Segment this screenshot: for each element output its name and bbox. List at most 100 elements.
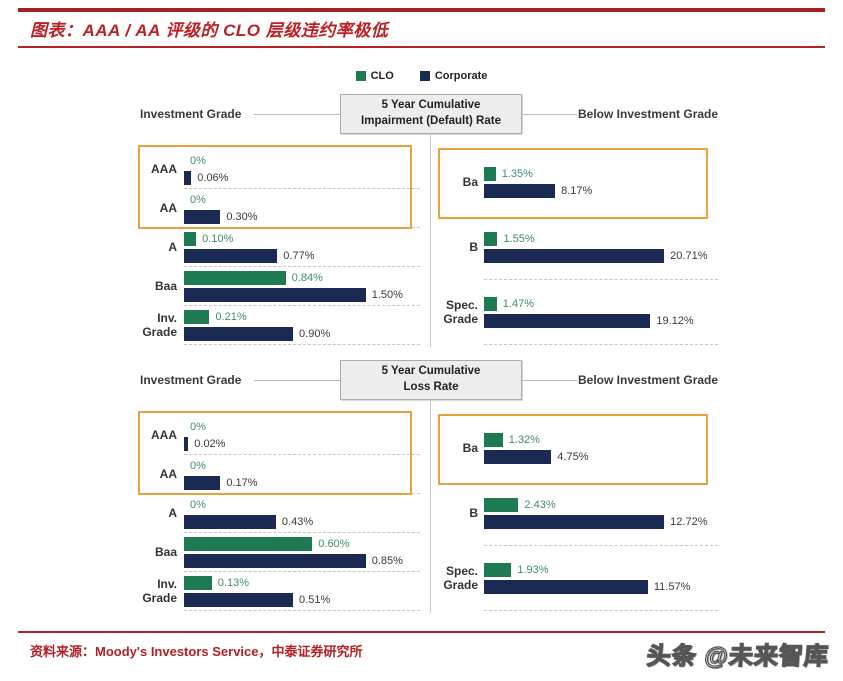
clo-bar-line: 1.93% xyxy=(484,562,718,577)
corporate-bar xyxy=(484,313,651,328)
corporate-value-label: 0.02% xyxy=(194,437,226,450)
clo-swatch-icon xyxy=(355,71,366,81)
corporate-bar xyxy=(184,592,294,607)
clo-bar-line: 0% xyxy=(184,459,420,473)
clo-value-label: 0% xyxy=(190,193,206,206)
corporate-bar xyxy=(484,449,552,464)
corporate-value-label: 12.72% xyxy=(670,515,708,528)
rating-row-spec-grade: Spec. Grade 1.93% 11.57% xyxy=(438,546,718,611)
rating-row-inv-grade: Inv. Grade 0.13% 0.51% xyxy=(135,572,420,611)
clo-value-label: 2.43% xyxy=(524,498,556,511)
clo-value-label: 0% xyxy=(190,498,206,511)
clo-bar-line: 1.55% xyxy=(484,231,718,246)
clo-bar xyxy=(484,497,519,512)
corporate-bar xyxy=(184,514,276,529)
rating-row-b: B 1.55% 20.71% xyxy=(438,215,718,280)
category-label: Inv. Grade xyxy=(142,576,177,605)
corporate-value-label: 0.77% xyxy=(283,249,315,262)
clo-bar xyxy=(184,270,286,285)
clo-bar xyxy=(484,166,496,181)
category-label: Inv. Grade xyxy=(142,310,177,339)
corporate-bar xyxy=(184,248,278,263)
below-investment-grade-panel: Ba 1.32% 4.75% B 2.43% 12.72% Spec. Grade 1.93%… xyxy=(438,414,718,613)
clo-bar-line: 0.21% xyxy=(184,309,420,324)
investment-grade-header: Investment Grade xyxy=(140,107,242,121)
bar-group: 0.21% 0.90% xyxy=(184,306,420,345)
bar-group: 1.47% 19.12% xyxy=(484,280,718,345)
clo-bar xyxy=(484,432,503,447)
category-label: A xyxy=(168,505,177,520)
chart-title-line2: Loss Rate xyxy=(403,381,459,393)
corporate-bar-line: 4.75% xyxy=(484,449,718,464)
bar-group: 0.13% 0.51% xyxy=(184,572,420,611)
category-label: AA xyxy=(159,466,177,481)
bar-group: 1.55% 20.71% xyxy=(484,215,718,280)
corporate-bar-line: 0.30% xyxy=(184,209,420,224)
chart-title-line1: 5 Year Cumulative xyxy=(381,99,481,112)
clo-bar-line: 1.32% xyxy=(484,432,718,447)
legend-item-corporate: Corporate xyxy=(419,70,488,82)
rating-row-aa: AA 0% 0.30% xyxy=(135,189,420,228)
bar-group: 2.43% 12.72% xyxy=(484,481,718,546)
clo-bar-line: 0% xyxy=(184,420,420,434)
corporate-bar xyxy=(484,579,648,594)
bar-group: 0.10% 0.77% xyxy=(184,228,420,267)
clo-value-label: 0.84% xyxy=(291,271,323,284)
clo-bar xyxy=(184,575,212,590)
title-underline-rule xyxy=(18,46,825,48)
bar-group: 0.60% 0.85% xyxy=(184,533,420,572)
category-label: B xyxy=(469,239,478,254)
clo-value-label: 0.10% xyxy=(202,232,234,245)
impairment-rate-chart: Investment Grade 5 Year Cumulative Impai… xyxy=(0,92,843,354)
figure-title: 图表：AAA / AA 评级的 CLO 层级违约率极低 xyxy=(30,21,389,40)
corporate-value-label: 8.17% xyxy=(561,184,593,197)
clo-value-label: 0.60% xyxy=(318,537,350,550)
corporate-bar-line: 0.90% xyxy=(184,326,420,341)
corporate-bar-line: 0.85% xyxy=(184,553,420,568)
clo-bar xyxy=(184,309,210,324)
clo-bar xyxy=(184,231,197,246)
corporate-bar-line: 11.57% xyxy=(484,579,718,594)
bar-group: 1.35% 8.17% xyxy=(484,150,718,215)
category-label: Ba xyxy=(462,440,478,455)
rating-row-ba: Ba 1.35% 8.17% xyxy=(438,150,718,215)
category-label: Baa xyxy=(154,544,177,559)
corporate-bar xyxy=(184,326,294,341)
below-investment-grade-header: Below Investment Grade xyxy=(578,373,719,387)
corporate-bar-line: 0.43% xyxy=(184,514,420,529)
below-investment-grade-header: Below Investment Grade xyxy=(578,107,719,121)
clo-value-label: 1.32% xyxy=(508,433,540,446)
right-connector-line xyxy=(521,380,577,381)
rating-row-aaa: AAA 0% 0.06% xyxy=(135,150,420,189)
rating-row-b: B 2.43% 12.72% xyxy=(438,481,718,546)
category-label: Baa xyxy=(154,278,177,293)
rating-row-inv-grade: Inv. Grade 0.21% 0.90% xyxy=(135,306,420,345)
below-investment-grade-panel: Ba 1.35% 8.17% B 1.55% 20.71% Spec. Grade 1.47%… xyxy=(438,148,718,347)
clo-bar xyxy=(484,231,498,246)
corporate-value-label: 19.12% xyxy=(656,314,694,327)
left-connector-line xyxy=(254,114,340,115)
bar-group: 0% 0.30% xyxy=(184,189,420,228)
left-connector-line xyxy=(254,380,340,381)
corporate-bar-line: 0.77% xyxy=(184,248,420,263)
clo-bar-line: 1.35% xyxy=(484,166,718,181)
chart-title-line1: 5 Year Cumulative xyxy=(381,365,481,378)
chart-title-box: 5 Year Cumulative Impairment (Default) R… xyxy=(340,94,522,134)
clo-value-label: 1.35% xyxy=(501,167,533,180)
legend-label-corporate: Corporate xyxy=(434,70,488,82)
clo-bar-line: 1.47% xyxy=(484,296,718,311)
clo-bar-line: 0.84% xyxy=(184,270,420,285)
category-label: AA xyxy=(159,200,177,215)
bar-group: 0.84% 1.50% xyxy=(184,267,420,306)
corporate-bar xyxy=(484,248,665,263)
category-label: Spec. Grade xyxy=(443,563,478,592)
clo-bar-line: 0.13% xyxy=(184,575,420,590)
corporate-bar xyxy=(184,553,366,568)
toutiao-watermark: 头条 @未来智库 xyxy=(645,642,830,670)
right-connector-line xyxy=(521,114,577,115)
corporate-bar-line: 0.17% xyxy=(184,475,420,490)
corporate-value-label: 11.57% xyxy=(653,580,691,593)
corporate-value-label: 1.50% xyxy=(371,288,403,301)
rating-row-baa: Baa 0.84% 1.50% xyxy=(135,267,420,306)
rating-row-spec-grade: Spec. Grade 1.47% 19.12% xyxy=(438,280,718,345)
